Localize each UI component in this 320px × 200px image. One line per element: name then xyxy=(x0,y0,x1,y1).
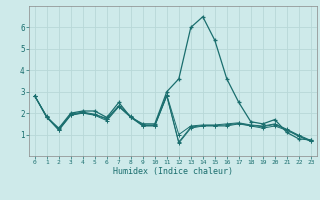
X-axis label: Humidex (Indice chaleur): Humidex (Indice chaleur) xyxy=(113,167,233,176)
